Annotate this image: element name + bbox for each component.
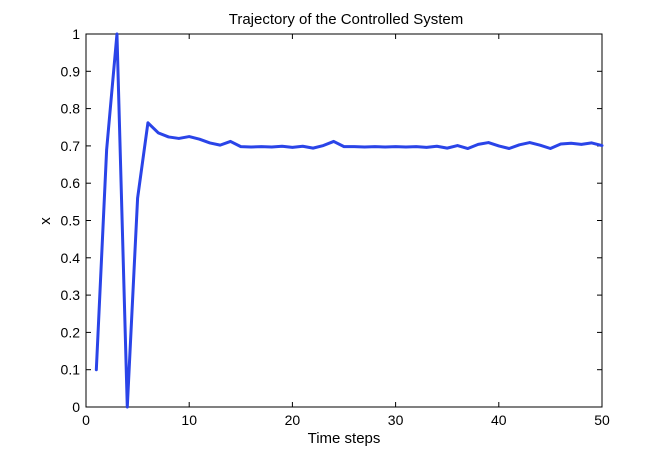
data-point: [270, 145, 273, 149]
y-axis-label: x: [37, 217, 54, 225]
x-tick-label: 20: [285, 412, 301, 428]
data-point: [394, 145, 397, 148]
data-point: [126, 405, 129, 409]
data-point: [198, 137, 201, 141]
data-point: [239, 145, 242, 148]
chart-title: Trajectory of the Controlled System: [229, 11, 464, 28]
data-point: [342, 145, 346, 148]
data-point: [249, 145, 253, 149]
data-point: [291, 146, 294, 149]
data-point: [260, 145, 263, 148]
data-point: [301, 145, 304, 148]
data-point: [157, 131, 160, 135]
data-point: [105, 148, 108, 151]
data-point: [280, 145, 284, 148]
x-tick-label: 0: [82, 412, 90, 428]
y-tick-label: 1: [72, 26, 80, 42]
data-point: [518, 143, 521, 146]
x-tick-label: 30: [388, 412, 404, 428]
series-line: [94, 32, 604, 409]
data-point: [507, 147, 511, 150]
x-axis-label: Time steps: [308, 430, 381, 447]
data-point: [373, 145, 377, 148]
data-point: [538, 143, 542, 147]
series-points: [95, 32, 604, 409]
axis-tick-labels: 0 10 20 30 40 50 0 0.1 0.2 0.3 0.4 0.5 0.6 0.7 0.8 0.9 1: [61, 26, 610, 428]
data-point: [404, 145, 408, 149]
y-tick-label: 0.7: [61, 138, 81, 154]
y-tick-label: 0.9: [61, 63, 81, 79]
data-point: [208, 141, 212, 145]
x-tick-label: 10: [181, 412, 197, 428]
data-point: [476, 143, 480, 146]
data-point: [115, 32, 119, 36]
x-tick-label: 50: [594, 412, 610, 428]
data-point: [569, 142, 573, 145]
data-point: [229, 140, 232, 143]
data-point: [384, 145, 387, 149]
data-point: [332, 140, 335, 143]
data-point: [218, 143, 222, 147]
data-point: [549, 147, 552, 150]
data-point: [435, 145, 439, 148]
data-point: [177, 137, 181, 140]
axis-ticks: [85, 33, 603, 408]
data-point: [415, 145, 418, 148]
data-point: [188, 135, 191, 138]
plot-area-frame: [85, 33, 603, 408]
data-point: [466, 147, 470, 150]
y-tick-label: 0.2: [61, 324, 81, 340]
y-tick-label: 0.3: [61, 287, 81, 303]
y-tick-label: 0.1: [61, 362, 81, 378]
data-point: [322, 144, 325, 147]
data-point: [95, 368, 98, 371]
data-point: [456, 144, 459, 147]
data-point: [590, 141, 593, 145]
data-point: [363, 145, 366, 149]
data-point: [167, 135, 170, 139]
y-tick-label: 0.5: [61, 213, 81, 229]
data-point: [528, 141, 531, 144]
data-point: [136, 196, 139, 200]
data-point: [580, 143, 583, 146]
data-point: [600, 144, 604, 147]
data-point: [311, 146, 315, 150]
data-point: [559, 142, 562, 146]
y-tick-label: 0.8: [61, 101, 81, 117]
data-point: [146, 121, 150, 124]
data-point: [425, 146, 428, 149]
data-point: [446, 146, 449, 150]
y-tick-label: 0: [72, 399, 80, 415]
y-tick-label: 0.4: [61, 250, 81, 266]
data-point: [487, 141, 490, 144]
data-point: [353, 145, 356, 148]
y-tick-label: 0.6: [61, 175, 81, 191]
data-point: [497, 144, 500, 148]
x-tick-label: 40: [491, 412, 507, 428]
